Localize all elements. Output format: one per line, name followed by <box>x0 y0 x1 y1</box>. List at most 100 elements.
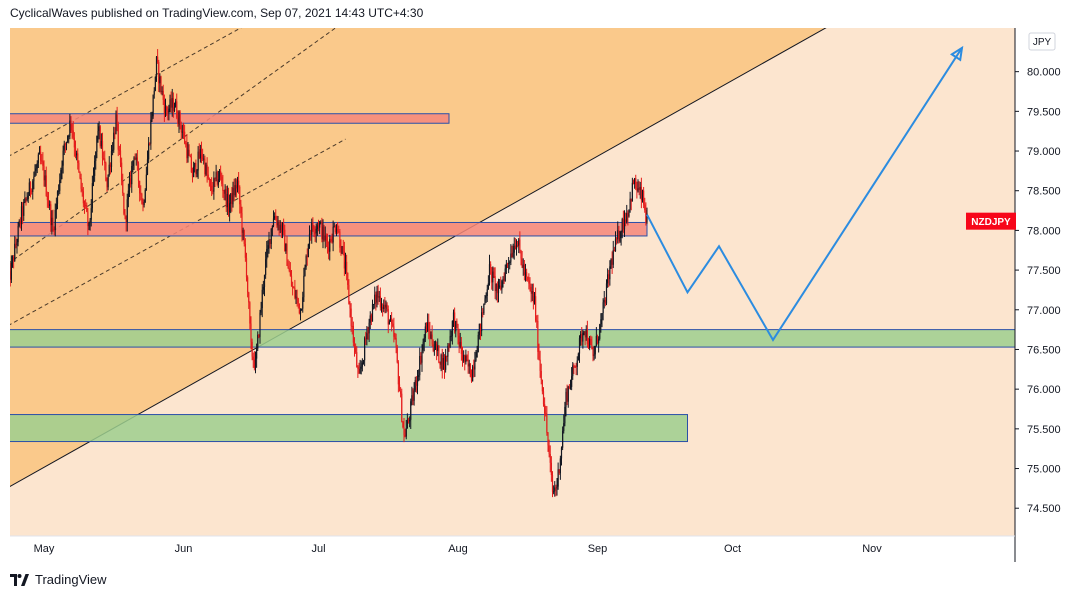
candle-body <box>362 360 365 363</box>
tradingview-logo[interactable]: TradingView <box>10 572 107 587</box>
candle-body <box>195 162 197 175</box>
candle-body <box>128 178 131 191</box>
candle-body <box>459 341 461 347</box>
candle-body <box>562 430 564 448</box>
candle-body <box>492 271 494 283</box>
candle-body <box>406 419 408 429</box>
candle-body <box>359 368 361 374</box>
channel-line[interactable] <box>8 27 337 264</box>
candle-body <box>301 308 303 311</box>
candle-body <box>353 342 356 348</box>
candle-body <box>583 332 585 334</box>
candle-body <box>628 209 630 217</box>
candle-body <box>269 239 271 244</box>
candle-body <box>526 272 528 277</box>
candle-body <box>150 119 152 144</box>
support-zone[interactable] <box>8 414 688 443</box>
symbol-label: NZDJPY <box>971 217 1011 228</box>
candle-body <box>23 202 25 216</box>
candle-body <box>200 149 203 155</box>
candle-body <box>531 291 533 294</box>
support-zone[interactable] <box>8 329 1039 348</box>
candle-body <box>79 171 81 179</box>
candle-body <box>626 212 628 222</box>
candle-body <box>20 206 23 224</box>
candle-body <box>265 259 267 275</box>
candle-body <box>223 190 225 194</box>
candle-body <box>278 222 280 231</box>
candle-body <box>307 244 309 258</box>
candle-body <box>539 359 541 371</box>
candle-body <box>10 271 11 280</box>
price-tick-label: 75.000 <box>1027 464 1061 476</box>
ascending-trendline[interactable] <box>8 27 827 488</box>
candle-body <box>190 157 192 173</box>
candle-body <box>91 183 93 209</box>
candle-body <box>263 274 266 287</box>
candle-body <box>202 154 204 160</box>
candle-body <box>26 198 28 200</box>
candle-body <box>398 384 401 392</box>
candle-body <box>28 182 30 196</box>
candle-body <box>199 149 201 159</box>
candle-body <box>639 186 641 190</box>
candle-body <box>53 228 55 231</box>
candle-body <box>632 182 635 184</box>
candle-body <box>424 326 426 338</box>
candle-body <box>279 224 281 231</box>
candle-body <box>395 337 397 348</box>
candle-body <box>637 188 639 191</box>
candle-body <box>380 306 383 308</box>
candle-body <box>477 334 479 352</box>
candle-body <box>47 200 50 206</box>
candle-body <box>508 262 510 265</box>
candle-body <box>332 226 334 243</box>
candle-body <box>414 380 416 391</box>
candle-body <box>335 229 338 233</box>
candle-body <box>441 354 443 370</box>
candle-body <box>211 185 213 191</box>
candle-body <box>580 334 582 339</box>
candle-body <box>123 193 125 214</box>
candle-body <box>575 366 577 368</box>
candle-body <box>572 365 574 377</box>
time-axis[interactable]: May Jun Jul Aug Sep Oct Nov <box>10 535 1015 555</box>
candle-body <box>98 126 100 131</box>
candle-body <box>483 303 485 314</box>
candle-body <box>205 164 207 175</box>
price-axis[interactable]: JPY 80.000 79.500 79.000 78.500 78.000 77.500… <box>966 28 1061 562</box>
candle-body <box>547 432 549 446</box>
projection-path[interactable] <box>646 47 963 342</box>
candle-body <box>185 143 187 145</box>
channel-line[interactable] <box>8 27 242 157</box>
candle-body <box>285 243 287 252</box>
candle-body <box>402 421 404 428</box>
time-tick-label: Sep <box>588 543 608 555</box>
candle-body <box>303 275 305 298</box>
candle-body <box>394 336 396 338</box>
candle-body <box>250 323 252 342</box>
candle-body <box>557 469 559 487</box>
candle-body <box>33 176 35 182</box>
candle-body <box>44 175 46 181</box>
candle-body <box>553 491 555 493</box>
candle-body <box>391 318 393 324</box>
candle-body <box>275 216 277 221</box>
candle-body <box>248 292 250 303</box>
candle-body <box>598 338 600 344</box>
candle-body <box>17 225 19 243</box>
resistance-zone[interactable] <box>8 113 450 124</box>
candle-body <box>540 370 542 380</box>
plot-area[interactable] <box>7 27 1038 536</box>
candle-body <box>379 296 381 308</box>
candle-body <box>571 376 573 387</box>
candle-body <box>511 253 513 257</box>
candle-body <box>415 380 417 386</box>
candle-body <box>34 170 36 177</box>
candle-body <box>215 172 217 179</box>
candle-body <box>46 195 48 201</box>
candle-body <box>169 99 171 109</box>
candle-body <box>88 222 90 227</box>
candle-body <box>636 188 638 191</box>
